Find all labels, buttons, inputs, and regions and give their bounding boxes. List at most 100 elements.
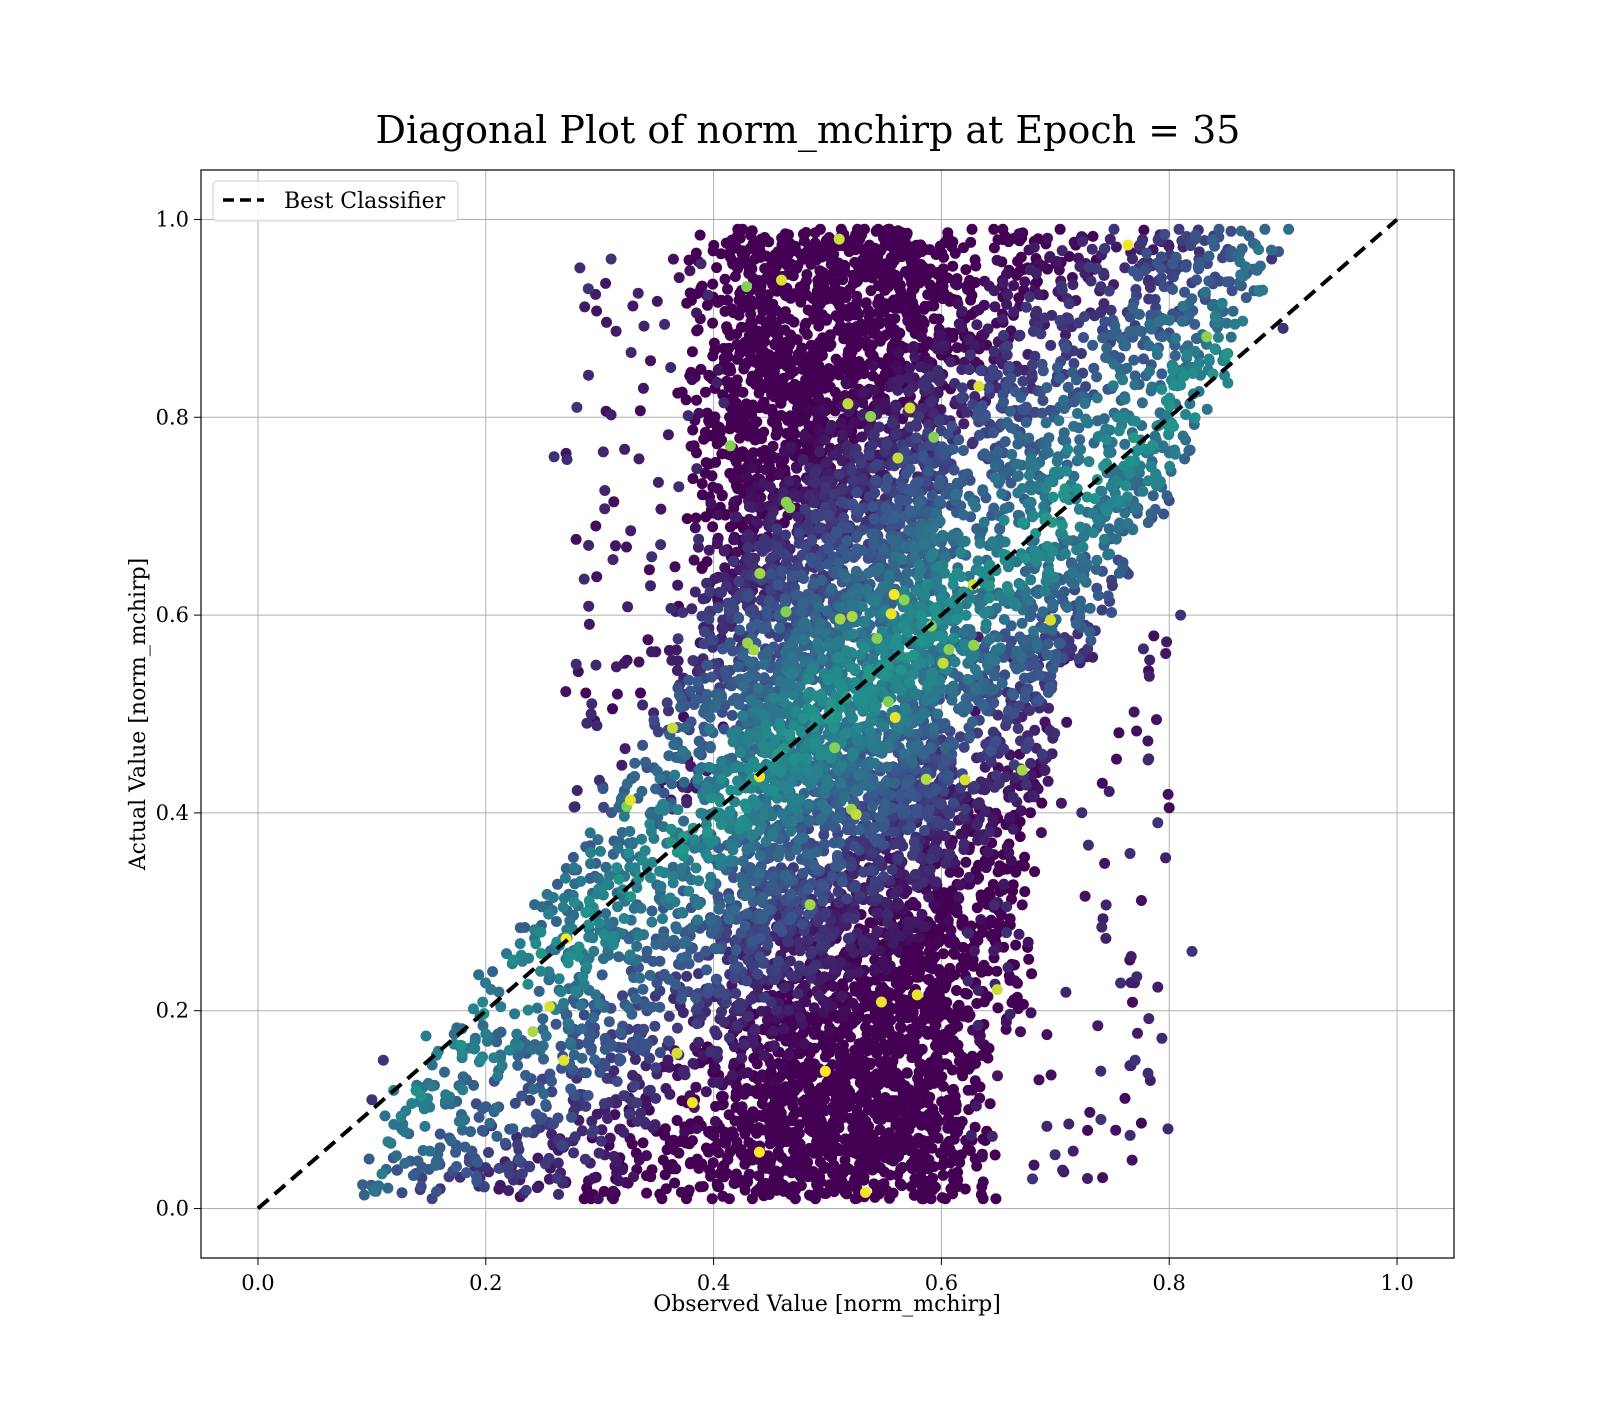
scatter-point	[711, 262, 722, 273]
scatter-point	[884, 1193, 895, 1204]
scatter-point	[713, 509, 724, 520]
scatter-point	[594, 1148, 605, 1159]
scatter-point	[1025, 807, 1036, 818]
scatter-point	[759, 1050, 770, 1061]
scatter-point	[859, 1172, 870, 1183]
scatter-point	[719, 562, 730, 573]
scatter-point	[702, 556, 713, 567]
scatter-point	[655, 539, 666, 550]
scatter-point	[719, 1017, 730, 1028]
scatter-point	[908, 341, 919, 352]
scatter-point	[716, 1099, 727, 1110]
scatter-point	[768, 364, 779, 375]
scatter-point	[998, 277, 1009, 288]
scatter-point	[712, 1181, 723, 1192]
scatter-point	[685, 1157, 696, 1168]
scatter-point	[926, 1193, 937, 1204]
scatter-point	[982, 1053, 993, 1064]
scatter-point	[747, 559, 758, 570]
scatter-point	[776, 1152, 787, 1163]
scatter-point	[659, 319, 670, 330]
scatter-point	[583, 540, 594, 551]
scatter-point	[673, 1148, 684, 1159]
scatter-point	[895, 1178, 906, 1189]
scatter-point	[809, 1059, 820, 1070]
scatter-point	[785, 1189, 796, 1200]
scatter-point	[599, 503, 610, 514]
scatter-point	[1056, 280, 1067, 291]
scatter-point	[1161, 636, 1172, 647]
scatter-point	[909, 1190, 920, 1201]
scatter-point	[838, 1064, 849, 1075]
scatter-point	[744, 501, 755, 512]
scatter-point	[801, 227, 812, 238]
scatter-point	[1043, 776, 1054, 787]
scatter-point	[704, 458, 715, 469]
scatter-point	[833, 1118, 844, 1129]
scatter-point	[684, 1185, 695, 1196]
scatter-point	[503, 1185, 514, 1196]
scatter-point	[751, 430, 762, 441]
scatter-point	[1021, 302, 1032, 313]
scatter-point	[981, 862, 992, 873]
scatter-point	[860, 269, 871, 280]
scatter-point	[882, 898, 893, 909]
scatter-point	[1008, 280, 1019, 291]
scatter-point	[869, 385, 880, 396]
scatter-point	[965, 349, 976, 360]
scatter-point	[812, 308, 823, 319]
scatter-point	[801, 247, 812, 258]
scatter-point	[743, 529, 754, 540]
scatter-point	[976, 967, 987, 978]
scatter-point	[846, 339, 857, 350]
scatter-point	[794, 961, 805, 972]
scatter-point	[939, 341, 950, 352]
scatter-point	[687, 1135, 698, 1146]
scatter-point	[1143, 1013, 1154, 1024]
scatter-point	[1152, 982, 1163, 993]
scatter-point	[718, 397, 729, 408]
scatter-point	[960, 988, 971, 999]
scatter-point	[1046, 1070, 1057, 1081]
scatter-point	[1057, 245, 1068, 256]
scatter-point	[938, 1170, 949, 1181]
scatter-point	[947, 1183, 958, 1194]
scatter-point	[572, 785, 583, 796]
scatter-point	[889, 889, 900, 900]
scatter-point	[1012, 992, 1023, 1003]
scatter-point	[811, 1129, 822, 1140]
scatter-point	[1096, 922, 1107, 933]
scatter-point	[854, 234, 865, 245]
scatter-point	[719, 545, 730, 556]
scatter-point	[1127, 1155, 1138, 1166]
scatter-point	[931, 876, 942, 887]
scatter-point	[729, 409, 740, 420]
scatter-point	[992, 1070, 1003, 1081]
scatter-point	[982, 991, 993, 1002]
scatter-point	[1175, 610, 1186, 621]
scatter-point	[759, 992, 770, 1003]
scatter-point	[809, 477, 820, 488]
scatter-point	[703, 431, 714, 442]
scatter-point	[580, 1154, 591, 1165]
scatter-point	[570, 1131, 581, 1142]
scatter-point	[1039, 313, 1050, 324]
scatter-point	[869, 1192, 880, 1203]
scatter-point	[764, 1180, 775, 1191]
scatter-point	[783, 229, 794, 240]
scatter-point	[660, 1123, 671, 1134]
scatter-point	[964, 872, 975, 883]
scatter-point	[976, 889, 987, 900]
scatter-point	[756, 447, 767, 458]
scatter-point	[1142, 736, 1153, 747]
scatter-point	[591, 720, 602, 731]
scatter-point	[730, 1092, 741, 1103]
scatter-point	[744, 320, 755, 331]
scatter-point	[687, 346, 698, 357]
scatter-point	[716, 295, 727, 306]
scatter-point	[698, 1181, 709, 1192]
scatter-point	[580, 688, 591, 699]
scatter-point	[1024, 291, 1035, 302]
scatter-point	[903, 1124, 914, 1135]
scatter-point	[883, 1007, 894, 1018]
